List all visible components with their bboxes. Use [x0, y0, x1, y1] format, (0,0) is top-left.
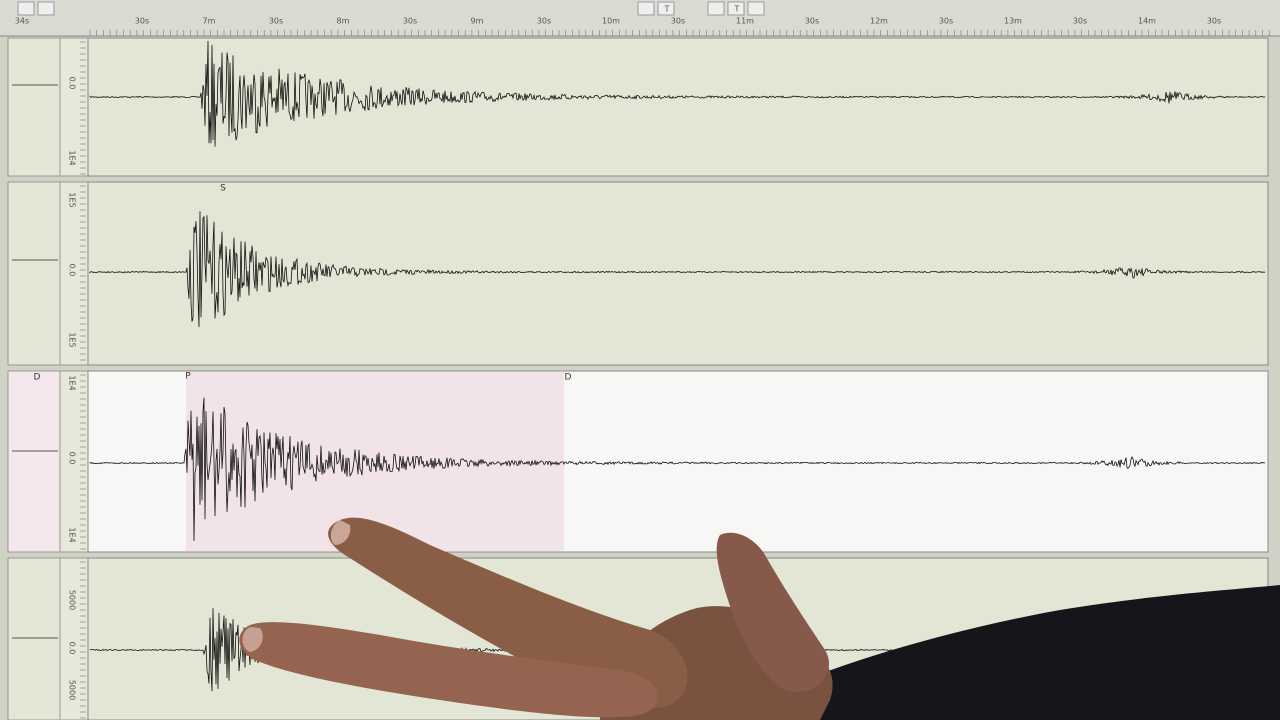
time-label: 7m	[203, 17, 216, 26]
scale-label: 1E4	[68, 527, 77, 542]
scale-label: 0.0	[68, 452, 77, 465]
scale-label: 0.0	[68, 264, 77, 277]
channel-strip	[7, 370, 61, 553]
channel-strip	[7, 37, 61, 177]
time-label: 8m	[337, 17, 350, 26]
time-label: 30s	[135, 17, 149, 26]
time-label: 12m	[870, 17, 888, 26]
time-label: 14m	[1138, 17, 1156, 26]
toolbar-button	[727, 1, 745, 16]
toolbar-button-label: T	[734, 5, 740, 14]
toolbar-button	[707, 1, 725, 16]
time-label: 30s	[939, 17, 953, 26]
waveform	[89, 397, 1266, 542]
toolbar-button-label: T	[664, 5, 670, 14]
toolbar-button	[17, 1, 35, 16]
scale-strip	[59, 370, 89, 553]
scale-strip	[59, 181, 89, 366]
scale-strip	[59, 557, 89, 720]
scale-label: 0.0	[68, 77, 77, 90]
selection	[186, 372, 564, 551]
channel-strip	[7, 181, 61, 366]
phase-marker: D	[34, 373, 41, 383]
toolbar-button	[37, 1, 55, 16]
time-label: 34s	[15, 17, 29, 26]
time-label: 9m	[471, 17, 484, 26]
toolbar-button	[747, 1, 765, 16]
channel-strip	[7, 557, 61, 720]
time-label: 30s	[537, 17, 551, 26]
scale-label: 5000	[68, 590, 77, 610]
time-label: 30s	[671, 17, 685, 26]
time-label: 30s	[403, 17, 417, 26]
toolbar-button	[657, 1, 675, 16]
plot-area	[87, 181, 1269, 366]
phase-marker: P	[185, 372, 191, 382]
hand	[239, 517, 1280, 720]
phase-marker: D	[565, 373, 572, 383]
scale-label: 1E5	[68, 192, 77, 207]
time-label: 30s	[1073, 17, 1087, 26]
waveform	[89, 211, 1265, 328]
toolbar-button	[637, 1, 655, 16]
scale-label: 1E4	[68, 150, 77, 165]
time-label: 11m	[736, 17, 754, 26]
time-label: 10m	[602, 17, 620, 26]
time-label: 30s	[269, 17, 283, 26]
scale-label: 1E4	[68, 375, 77, 390]
scale-strip	[59, 37, 89, 177]
plot-area	[87, 37, 1269, 177]
scale-label: 5000	[68, 680, 77, 700]
scale-label: 0.0	[68, 642, 77, 655]
waveform	[89, 40, 1266, 147]
time-label: 30s	[1207, 17, 1221, 26]
phase-marker: S	[220, 184, 226, 194]
time-label: 13m	[1004, 17, 1022, 26]
scale-label: 1E5	[68, 332, 77, 347]
time-label: 30s	[805, 17, 819, 26]
